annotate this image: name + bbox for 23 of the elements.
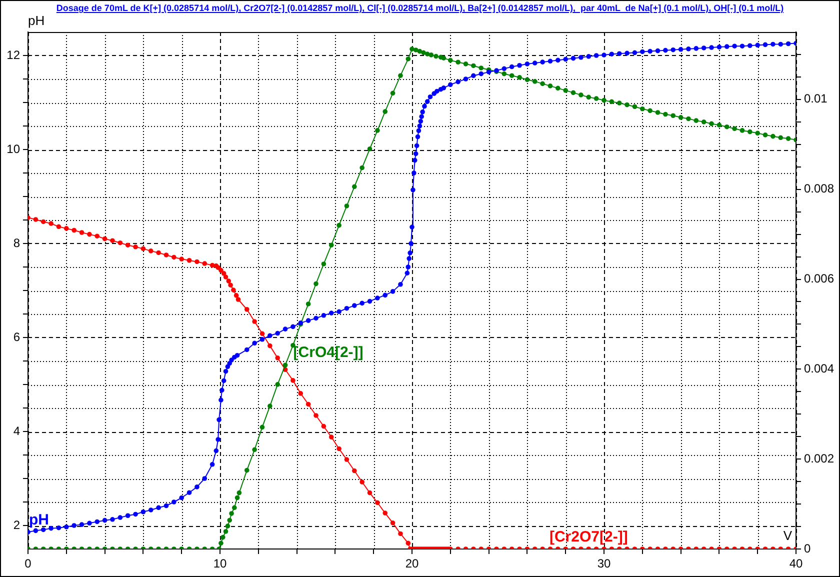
y-tick-label: 2 — [13, 518, 20, 532]
y2-tick-label: 0 — [804, 541, 811, 556]
series-label: pH — [29, 512, 49, 529]
y-axis-title: pH — [28, 13, 45, 28]
chart-title: Dosage de 70mL de K[+] (0.0285714 mol/L), Cr2O7[2-] (0.0142857 mol/L), Cl[-] (0.0285714 mol/L), Ba[2+] (0.0142857 mol/L), par 40mL de Na[+] (0.1 mol/L), OH[-] (0.1 mol/L) — [55, 3, 785, 14]
y-tick-label: 4 — [13, 424, 20, 438]
y2-tick-label: 0.01 — [804, 92, 828, 106]
x-tick-label: 30 — [597, 556, 611, 571]
x-axis-title: V — [783, 528, 792, 544]
y-tick-label: 12 — [6, 48, 20, 62]
x-tick-label: 20 — [405, 556, 419, 571]
series-label: [CrO4[2-]] — [293, 344, 364, 361]
y2-tick-label: 0.002 — [804, 451, 834, 466]
y2-tick-label: 0.008 — [804, 182, 834, 196]
x-tick-label: 40 — [789, 556, 803, 571]
x-tick-label: 0 — [24, 556, 32, 571]
y2-tick-label: 0.006 — [804, 272, 834, 286]
y2-tick-label: 0.004 — [804, 361, 834, 376]
x-tick-label: 10 — [213, 556, 227, 571]
series-label: [Cr2O7[2-]] — [549, 528, 628, 546]
y-tick-label: 10 — [6, 142, 20, 156]
y-tick-label: 6 — [13, 330, 20, 344]
y-tick-label: 8 — [13, 236, 20, 250]
